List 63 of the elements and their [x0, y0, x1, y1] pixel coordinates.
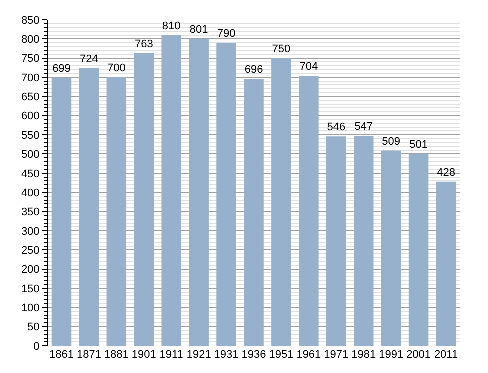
y-tick-label: 300 — [21, 226, 40, 238]
y-tick-label: 200 — [21, 264, 40, 276]
x-tick-label: 1961 — [296, 349, 322, 361]
x-tick-label: 1931 — [214, 349, 239, 361]
bar — [326, 136, 346, 346]
bar — [272, 58, 292, 346]
bar — [162, 35, 182, 346]
data-label: 696 — [244, 64, 264, 76]
x-tick-label: 1991 — [379, 349, 404, 361]
x-tick-label: 1921 — [186, 349, 212, 361]
y-tick-label: 450 — [21, 168, 40, 180]
y-tick-label: 100 — [21, 302, 40, 314]
y-tick-label: 650 — [21, 92, 40, 104]
y-tick-label: 550 — [21, 130, 40, 142]
bar — [52, 78, 72, 346]
bar — [134, 53, 154, 346]
bar — [299, 76, 319, 346]
bar — [106, 78, 127, 346]
bar — [79, 68, 100, 346]
data-label: 810 — [162, 20, 181, 32]
y-tick-label: 600 — [21, 110, 40, 123]
y-tick-label: 150 — [21, 283, 40, 296]
data-label: 763 — [134, 38, 154, 50]
x-tick-label: 2001 — [406, 349, 432, 361]
y-tick-label: 0 — [34, 340, 40, 353]
x-tick-label: 2011 — [434, 349, 458, 361]
bar — [216, 43, 236, 346]
data-label: 699 — [52, 62, 71, 75]
x-tick-label: 1861 — [49, 349, 74, 361]
y-tick-label: 50 — [28, 322, 40, 334]
x-tick-label: 1951 — [269, 349, 294, 361]
bar — [436, 182, 456, 346]
x-tick-label: 1936 — [242, 349, 266, 361]
data-label: 724 — [80, 53, 98, 66]
x-tick-label: 1981 — [352, 349, 376, 361]
data-label: 704 — [300, 61, 318, 73]
y-tick-label: 750 — [21, 53, 40, 66]
data-label: 700 — [107, 62, 126, 75]
y-tick-label: 500 — [21, 149, 40, 162]
x-tick-label: 1901 — [132, 349, 156, 361]
data-label: 801 — [190, 24, 208, 36]
data-label: 428 — [437, 166, 456, 179]
data-label: 750 — [272, 43, 291, 56]
x-tick-label: 1881 — [104, 349, 129, 361]
data-label: 501 — [410, 138, 428, 151]
data-label: 546 — [327, 122, 346, 134]
bar — [408, 154, 429, 346]
bar — [381, 150, 402, 346]
bar — [244, 79, 264, 346]
y-tick-label: 850 — [21, 14, 40, 27]
x-tick-label: 1871 — [76, 349, 102, 361]
bar — [354, 136, 374, 346]
y-tick-label: 800 — [21, 34, 40, 46]
y-tick-label: 700 — [21, 72, 40, 84]
x-tick-label: 1971 — [324, 349, 349, 361]
y-tick-label: 400 — [21, 187, 40, 200]
y-tick-label: 350 — [21, 206, 40, 219]
data-label: 547 — [354, 121, 374, 134]
data-label: 509 — [382, 136, 401, 148]
y-tick-label: 250 — [21, 244, 40, 257]
bar — [189, 38, 209, 346]
x-tick-label: 1911 — [160, 349, 184, 361]
data-label: 790 — [217, 28, 236, 40]
